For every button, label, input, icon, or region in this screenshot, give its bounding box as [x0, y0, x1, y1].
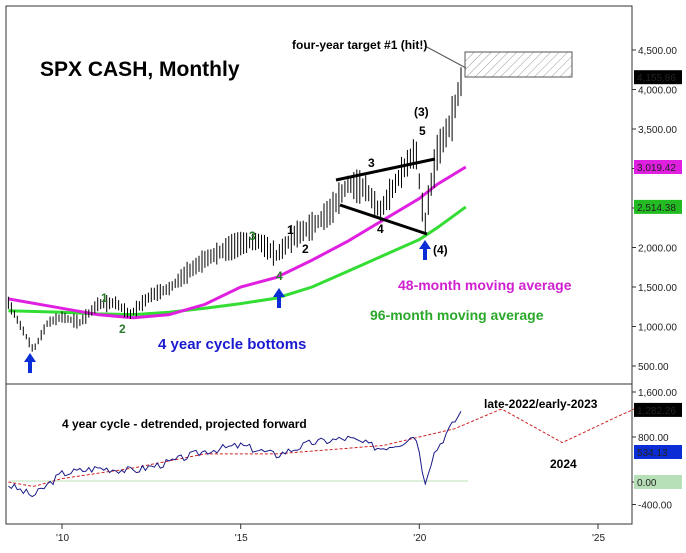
- last-value-badge: [634, 402, 682, 417]
- arrow-up-icon: [273, 288, 285, 308]
- y-tick-label: 1,500.00: [638, 283, 677, 294]
- wave-label: (4): [433, 243, 448, 257]
- wave-label: (3): [414, 105, 429, 119]
- last-value-badge: [634, 475, 682, 489]
- cycle-panel: 1,600.00 800.00 0.00 -400.00 1,282.26 534.13…: [8, 388, 682, 512]
- last-value-label: 4,155.86: [637, 73, 676, 84]
- x-tick-label: '15: [235, 533, 248, 544]
- cycle-bottoms-label: 4 year cycle bottoms: [158, 336, 306, 353]
- x-tick-label: '25: [592, 533, 605, 544]
- ma96-label: 96-month moving average: [370, 307, 544, 323]
- detrended-line: [8, 410, 462, 498]
- y-tick-label: 1,600.00: [638, 388, 677, 399]
- y-tick-label: 3,500.00: [638, 125, 677, 136]
- y-tick-label: 2,000.00: [638, 244, 677, 255]
- y-tick-label: -400.00: [638, 501, 672, 512]
- wave-label: 2: [302, 242, 309, 256]
- price-panel: 4,500.004,000.003,500.003,000.002,500.00…: [7, 45, 682, 373]
- wave-label: 4: [377, 222, 384, 236]
- cycle-bottom-arrows: [24, 240, 431, 373]
- target-box: [464, 51, 573, 78]
- wave-label: 1: [287, 223, 294, 237]
- last-value-badge: [634, 445, 682, 459]
- wave-label: 3: [368, 156, 375, 170]
- chart-title: SPX CASH, Monthly: [40, 58, 240, 81]
- x-tick-label: '20: [413, 533, 426, 544]
- wave-label: 5: [419, 124, 426, 138]
- y-tick-label: 500.00: [638, 362, 669, 373]
- ma48-line: [8, 165, 467, 320]
- target-label: four-year target #1 (hit!): [292, 38, 427, 52]
- last-value-label: 3,019.42: [637, 163, 676, 174]
- target-leader-line: [424, 45, 467, 69]
- y-tick-label: 4,500.00: [638, 46, 677, 57]
- last-value-label: 0.00: [637, 478, 657, 489]
- y-tick-label: 800.00: [638, 433, 669, 444]
- year-2024-label: 2024: [550, 457, 577, 471]
- last-value-label: 1,282.26: [637, 406, 676, 417]
- wave-label: 3: [249, 229, 256, 243]
- y-tick-label: 4,000.00: [638, 86, 677, 97]
- wave-label: 4: [276, 269, 283, 283]
- last-value-label: 2,514.38: [637, 203, 676, 214]
- cycle-projection-line: [8, 406, 640, 487]
- wave-label: 1: [101, 291, 108, 305]
- trendline-upper: [335, 157, 436, 182]
- late-2022-label: late-2022/early-2023: [484, 397, 598, 411]
- ma48-label: 48-month moving average: [398, 277, 572, 293]
- wave-labels: 1 2 3 4 1 2 3 4 5 (3) (4): [101, 105, 448, 336]
- last-value-badge: [634, 70, 682, 85]
- arrow-up-icon: [24, 353, 36, 373]
- last-value-badge: [634, 160, 682, 174]
- y-tick-label: 1,000.00: [638, 323, 677, 334]
- arrow-up-icon: [419, 240, 431, 260]
- last-value-badge: [634, 199, 682, 214]
- wave-label: 2: [119, 322, 126, 336]
- x-tick-label: '10: [56, 533, 69, 544]
- cycle-panel-title: 4 year cycle - detrended, projected forw…: [62, 417, 307, 431]
- trendline-lower: [339, 203, 428, 236]
- last-value-label: 534.13: [637, 448, 668, 459]
